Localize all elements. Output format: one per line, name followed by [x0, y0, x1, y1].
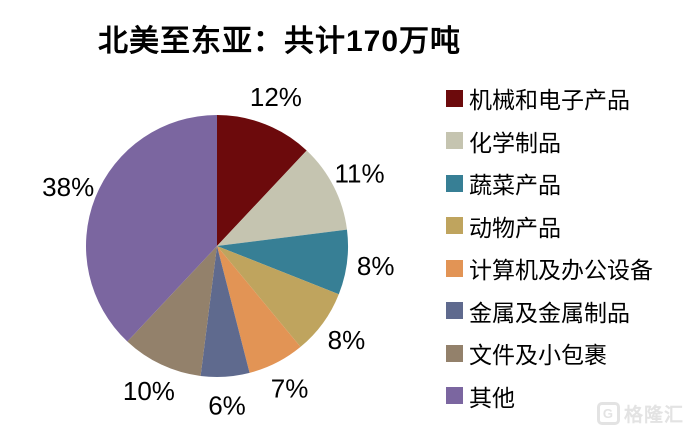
pie-slice-0 [217, 115, 307, 246]
legend-swatch-icon [446, 302, 463, 319]
legend: 机械和电子产品 化学制品 蔬菜产品 动物产品 计算机及办公设备 金属及金属制品 … [446, 85, 653, 411]
pie-label: 38% [42, 172, 94, 202]
pie-slice-7 [85, 115, 217, 342]
chart-title: 北美至东亚：共计170万吨 [98, 25, 462, 58]
gelonghui-logo-icon: G [596, 402, 620, 425]
legend-label: 其他 [469, 384, 515, 411]
legend-item: 计算机及办公设备 [446, 255, 653, 283]
legend-label: 计算机及办公设备 [469, 257, 653, 283]
legend-swatch-icon [446, 387, 463, 404]
legend-label: 蔬菜产品 [469, 172, 561, 198]
legend-label: 文件及小包裹 [469, 342, 607, 368]
legend-item: 机械和电子产品 [446, 85, 653, 113]
pie-slice-3 [217, 246, 339, 347]
legend-item: 化学制品 [446, 128, 653, 156]
legend-item: 蔬菜产品 [446, 170, 653, 198]
legend-swatch-icon [446, 89, 463, 107]
pie-slice-2 [217, 229, 348, 295]
pie-slice-4 [217, 246, 301, 373]
pie-label: 10% [123, 376, 175, 406]
watermark: G 格隆汇 [596, 400, 684, 427]
legend-label: 化学制品 [469, 129, 561, 156]
legend-swatch-icon [446, 259, 463, 277]
pie-slice-5 [200, 246, 250, 378]
legend-item: 金属及金属制品 [446, 298, 653, 326]
pie-label: 8% [328, 325, 366, 355]
legend-item: 其他 [446, 383, 653, 411]
pie-label: 6% [208, 391, 246, 421]
watermark-text: 格隆汇 [623, 405, 684, 426]
pie-slice-6 [127, 246, 217, 376]
legend-label: 机械和电子产品 [469, 87, 630, 113]
legend-swatch-icon [446, 344, 463, 362]
legend-item: 动物产品 [446, 213, 653, 241]
legend-label: 金属及金属制品 [469, 299, 630, 326]
pie-label: 7% [271, 374, 309, 404]
legend-swatch-icon [446, 132, 463, 149]
pie-label: 12% [250, 82, 302, 112]
pie-label: 11% [335, 158, 385, 188]
legend-swatch-icon [446, 174, 463, 192]
pie-slice-1 [217, 150, 347, 246]
legend-label: 动物产品 [469, 214, 561, 241]
legend-swatch-icon [446, 217, 463, 234]
pie-label: 8% [357, 251, 395, 281]
legend-item: 文件及小包裹 [446, 340, 653, 368]
